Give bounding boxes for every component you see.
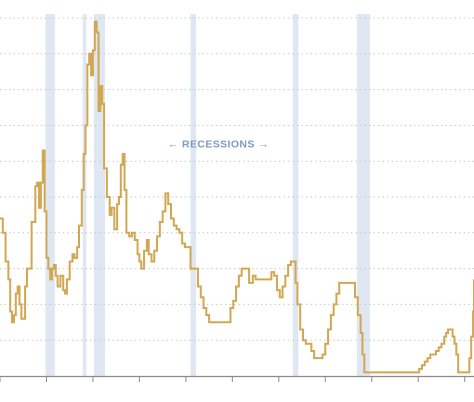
recessions-annotation: ← RECESSIONS → [168, 138, 269, 150]
recession-band-5 [292, 14, 299, 376]
recession-bands [45, 14, 370, 376]
series-layer [0, 20, 474, 374]
x-axis [0, 375, 474, 382]
series-line-1 [0, 20, 474, 374]
recession-band-2 [82, 14, 87, 376]
recession-band-6 [356, 14, 370, 376]
recession-band-1 [45, 14, 55, 376]
recession-band-4 [190, 14, 197, 376]
recession-band-3 [93, 14, 106, 376]
